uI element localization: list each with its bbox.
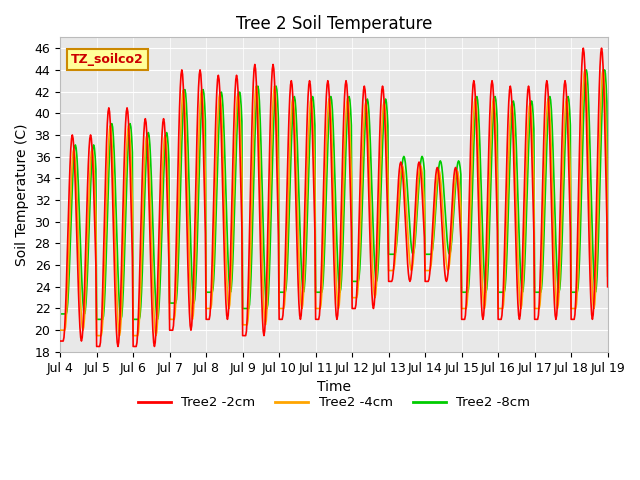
Y-axis label: Soil Temperature (C): Soil Temperature (C) [15, 123, 29, 266]
X-axis label: Time: Time [317, 380, 351, 394]
Text: TZ_soilco2: TZ_soilco2 [71, 53, 144, 66]
Legend: Tree2 -2cm, Tree2 -4cm, Tree2 -8cm: Tree2 -2cm, Tree2 -4cm, Tree2 -8cm [132, 391, 535, 415]
Title: Tree 2 Soil Temperature: Tree 2 Soil Temperature [236, 15, 432, 33]
